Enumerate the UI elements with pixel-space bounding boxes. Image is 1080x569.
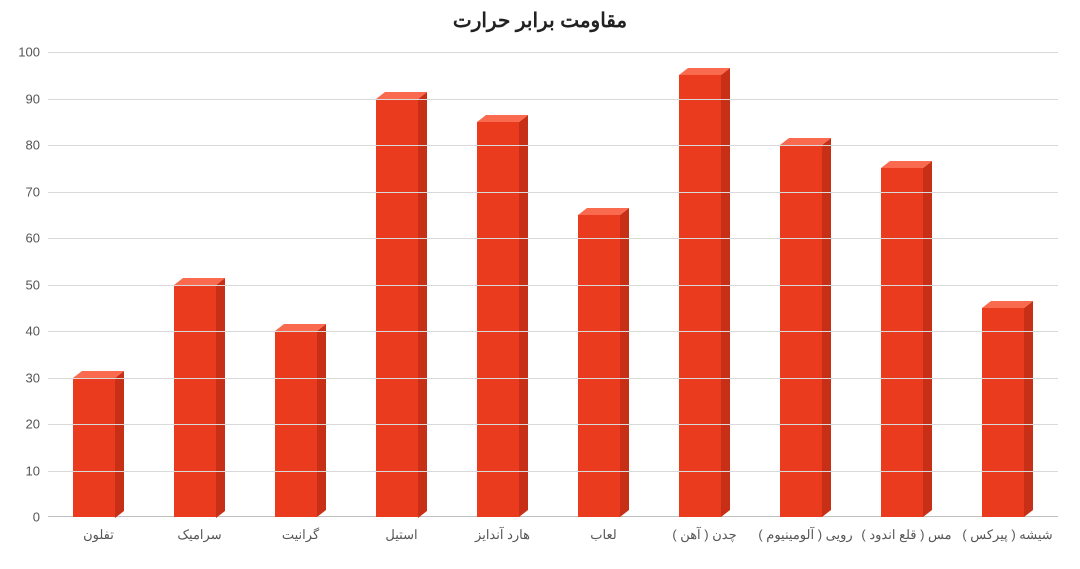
bar-side	[519, 115, 528, 517]
bar-top	[477, 115, 528, 122]
chart-container: مقاومت برابر حرارت 010203040506070809010…	[0, 0, 1080, 569]
bar-side	[721, 68, 730, 517]
plot-area: 0102030405060708090100تفلونسرامیکگرانیتا…	[48, 52, 1058, 517]
bar	[275, 324, 326, 517]
y-tick-label: 80	[26, 138, 48, 153]
x-tick-label: هارد آندایز	[475, 517, 530, 543]
gridline	[48, 238, 1058, 239]
x-tick-label: مس ( قلع اندود )	[861, 517, 951, 543]
bar-front	[376, 99, 418, 518]
bar	[780, 138, 831, 517]
gridline	[48, 99, 1058, 100]
bar-side	[216, 278, 225, 518]
gridline	[48, 471, 1058, 472]
y-tick-label: 90	[26, 91, 48, 106]
bar-front	[578, 215, 620, 517]
bar-top	[275, 324, 326, 331]
gridline	[48, 145, 1058, 146]
bar	[881, 161, 932, 517]
bar-side	[317, 324, 326, 517]
bar-front	[477, 122, 519, 517]
x-tick-label: لعاب	[590, 517, 616, 543]
gridline	[48, 192, 1058, 193]
bar	[174, 278, 225, 518]
x-tick-label: تفلون	[83, 517, 114, 543]
bar	[477, 115, 528, 517]
bar-top	[73, 371, 124, 378]
gridline	[48, 331, 1058, 332]
y-tick-label: 10	[26, 463, 48, 478]
x-tick-label: گرانیت	[282, 517, 319, 543]
gridline	[48, 285, 1058, 286]
bar	[73, 371, 124, 518]
x-tick-label: چدن ( آهن )	[672, 517, 736, 543]
bar-front	[679, 75, 721, 517]
bar-top	[780, 138, 831, 145]
y-tick-label: 50	[26, 277, 48, 292]
gridline	[48, 52, 1058, 53]
bar-front	[174, 285, 216, 518]
gridline	[48, 424, 1058, 425]
bar	[376, 92, 427, 518]
y-tick-label: 40	[26, 324, 48, 339]
bar-top	[376, 92, 427, 99]
x-tick-label: شیشه ( پیرکس )	[962, 517, 1052, 543]
bar	[679, 68, 730, 517]
y-tick-label: 20	[26, 417, 48, 432]
y-tick-label: 30	[26, 370, 48, 385]
chart-title: مقاومت برابر حرارت	[0, 8, 1080, 33]
gridline	[48, 378, 1058, 379]
x-tick-label: سرامیک	[177, 517, 221, 543]
y-tick-label: 100	[18, 45, 48, 60]
bar-front	[881, 168, 923, 517]
bar-side	[822, 138, 831, 517]
y-tick-label: 0	[33, 510, 48, 525]
bar-front	[982, 308, 1024, 517]
bar-side	[923, 161, 932, 517]
bar-front	[73, 378, 115, 518]
bar-top	[578, 208, 629, 215]
x-tick-label: رویی ( آلومینیوم )	[758, 517, 852, 543]
bar	[982, 301, 1033, 517]
bar-top	[174, 278, 225, 285]
bar-top	[982, 301, 1033, 308]
y-tick-label: 70	[26, 184, 48, 199]
y-tick-label: 60	[26, 231, 48, 246]
bar-side	[115, 371, 124, 518]
bar-side	[418, 92, 427, 518]
x-tick-label: استیل	[385, 517, 417, 543]
bar-side	[1024, 301, 1033, 517]
